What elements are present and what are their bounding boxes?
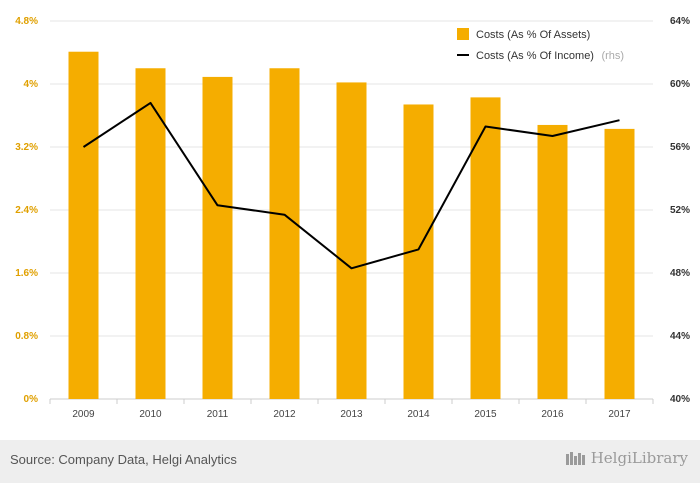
legend: Costs (As % Of Assets) Costs (As % Of In… bbox=[457, 28, 624, 63]
bar bbox=[269, 68, 300, 399]
right-tick-label: 48% bbox=[670, 268, 690, 279]
footer: Source: Company Data, Helgi Analytics He… bbox=[0, 440, 700, 483]
x-tick-label: 2010 bbox=[139, 409, 162, 420]
left-tick-label: 3.2% bbox=[15, 142, 38, 153]
bar bbox=[470, 97, 501, 399]
right-tick-label: 60% bbox=[670, 79, 690, 90]
right-tick-label: 44% bbox=[670, 331, 690, 342]
bar bbox=[336, 82, 367, 400]
bar bbox=[202, 76, 233, 399]
chart-area: 0% 0.8% 1.6% 2.4% 3.2% 4% 4.8% 40% 44% 48% 52% 56%… bbox=[15, 16, 690, 420]
bar bbox=[135, 68, 166, 399]
legend-label-assets: Costs (As % Of Assets) bbox=[476, 29, 590, 41]
x-tick-label: 2014 bbox=[407, 409, 430, 420]
left-tick-label: 0.8% bbox=[15, 331, 38, 342]
right-axis: 40% 44% 48% 52% 56% 60% 64% bbox=[670, 16, 690, 405]
x-tick-label: 2015 bbox=[474, 409, 497, 420]
x-tick-label: 2012 bbox=[273, 409, 296, 420]
helgi-library-logo: HelgiLibrary bbox=[565, 449, 688, 467]
left-tick-label: 2.4% bbox=[15, 205, 38, 216]
line-series bbox=[82, 101, 620, 270]
left-tick-label: 4.8% bbox=[15, 16, 38, 27]
left-axis: 0% 0.8% 1.6% 2.4% 3.2% 4% 4.8% bbox=[15, 16, 38, 405]
left-tick-label: 4% bbox=[24, 79, 39, 90]
bar bbox=[68, 51, 99, 400]
logo-text: HelgiLibrary bbox=[590, 449, 688, 467]
legend-label-rhs: (rhs) bbox=[601, 50, 624, 62]
x-tick-label: 2016 bbox=[541, 409, 564, 420]
bar bbox=[537, 124, 568, 399]
legend-label-income: Costs (As % Of Income) bbox=[476, 50, 594, 62]
combo-chart: 0% 0.8% 1.6% 2.4% 3.2% 4% 4.8% 40% 44% 48% 52% 56%… bbox=[15, 16, 690, 420]
x-tick-label: 2017 bbox=[608, 409, 631, 420]
bar bbox=[604, 128, 635, 399]
right-tick-label: 52% bbox=[670, 205, 690, 216]
right-tick-label: 40% bbox=[670, 394, 690, 405]
legend-label-income-group: Costs (As % Of Income) (rhs) bbox=[476, 46, 624, 63]
x-tick-label: 2011 bbox=[207, 409, 229, 420]
bookshelf-icon bbox=[565, 452, 585, 465]
x-axis: 2009 2010 2011 2012 2013 2014 2015 2016 2017 bbox=[49, 399, 654, 420]
x-tick-label: 2013 bbox=[340, 409, 363, 420]
bar-series bbox=[68, 51, 635, 400]
income-line bbox=[82, 101, 620, 270]
legend-swatch-assets bbox=[457, 28, 469, 40]
left-tick-label: 1.6% bbox=[15, 268, 38, 279]
left-tick-label: 0% bbox=[24, 394, 39, 405]
source-text: Source: Company Data, Helgi Analytics bbox=[10, 452, 237, 467]
right-tick-label: 64% bbox=[670, 16, 690, 27]
right-tick-label: 56% bbox=[670, 142, 690, 153]
x-tick-label: 2009 bbox=[72, 409, 95, 420]
